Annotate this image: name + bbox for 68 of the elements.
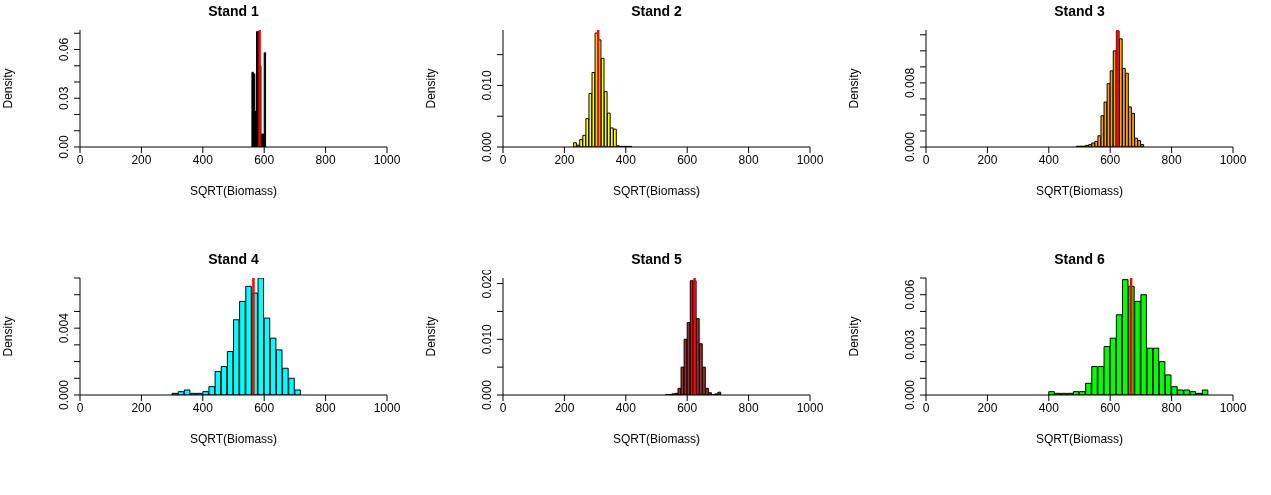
x-axis-title: SQRT(Biomass) [1035, 431, 1124, 446]
x-tick-label: 800 [1161, 152, 1182, 167]
x-tick-label: 800 [315, 400, 336, 415]
y-axis-title: Density [424, 68, 439, 109]
chart-title: Stand 5 [630, 249, 683, 269]
x-tick-label: 200 [977, 400, 998, 415]
y-tick-label: 0.008 [903, 67, 917, 98]
x-axis-title: SQRT(Biomass) [1035, 184, 1124, 198]
y-axis-title: Density [424, 315, 439, 357]
y-tick-label: 0.000 [57, 379, 71, 410]
y-axis-title: Density [1, 315, 16, 357]
x-tick-label: 1000 [796, 152, 824, 167]
x-tick-label: 200 [131, 400, 152, 415]
chart-title: Stand 6 [1053, 249, 1106, 269]
x-tick-label: 200 [977, 152, 998, 167]
x-tick-label: 1000 [1219, 400, 1247, 415]
y-tick-label: 0.004 [57, 312, 71, 343]
chart-title: Stand 3 [1053, 2, 1106, 21]
y-tick-label: 0.00 [57, 135, 71, 159]
y-tick-label: 0.003 [903, 329, 917, 360]
x-tick-label: 800 [738, 152, 759, 167]
chart-title: Stand 2 [630, 2, 683, 21]
x-tick-label: 600 [254, 400, 275, 415]
x-tick-label: 800 [1161, 400, 1182, 415]
x-tick-label: 0 [76, 400, 84, 415]
x-tick-label: 0 [76, 152, 84, 167]
y-tick-label: 0.03 [57, 86, 71, 110]
y-tick-label: 0.000 [480, 379, 494, 410]
x-axis-title: SQRT(Biomass) [612, 184, 701, 198]
y-tick-label: 0.000 [480, 131, 494, 163]
x-tick-label: 1000 [373, 152, 401, 167]
x-tick-label: 1000 [796, 400, 824, 415]
x-tick-label: 200 [131, 152, 152, 167]
x-tick-label: 600 [254, 152, 275, 167]
x-tick-label: 800 [738, 400, 759, 415]
x-tick-label: 400 [1038, 400, 1060, 415]
y-tick-label: 0.010 [480, 70, 494, 101]
x-tick-label: 400 [615, 400, 637, 415]
x-axis-title: SQRT(Biomass) [189, 431, 278, 446]
chart-title: Stand 1 [207, 2, 260, 21]
x-tick-label: 600 [1100, 152, 1121, 167]
x-tick-label: 400 [615, 152, 637, 167]
x-tick-label: 0 [499, 152, 507, 167]
x-axis-title: SQRT(Biomass) [189, 184, 278, 198]
x-axis-title: SQRT(Biomass) [612, 431, 701, 446]
y-axis-title: Density [1, 68, 16, 109]
x-tick-label: 0 [922, 400, 930, 415]
x-tick-label: 600 [1100, 400, 1121, 415]
x-tick-label: 200 [554, 400, 575, 415]
x-tick-label: 600 [677, 400, 698, 415]
x-tick-label: 200 [554, 152, 575, 167]
y-tick-label: 0.006 [903, 278, 917, 310]
x-tick-label: 400 [1038, 152, 1060, 167]
y-tick-label: 0.06 [57, 37, 71, 62]
y-tick-label: 0.010 [480, 323, 494, 354]
x-tick-label: 0 [499, 400, 507, 415]
chart-title: Stand 4 [207, 249, 260, 269]
y-tick-label: 0.000 [903, 379, 917, 410]
y-axis-title: Density [847, 315, 862, 357]
x-tick-label: 1000 [373, 400, 401, 415]
x-tick-label: 400 [192, 400, 214, 415]
x-tick-label: 600 [677, 152, 698, 167]
x-tick-label: 1000 [1219, 152, 1247, 167]
x-tick-label: 0 [922, 152, 930, 167]
y-tick-label: 0.000 [903, 131, 917, 163]
x-tick-label: 800 [315, 152, 336, 167]
x-tick-label: 400 [192, 152, 214, 167]
y-axis-title: Density [847, 68, 862, 109]
